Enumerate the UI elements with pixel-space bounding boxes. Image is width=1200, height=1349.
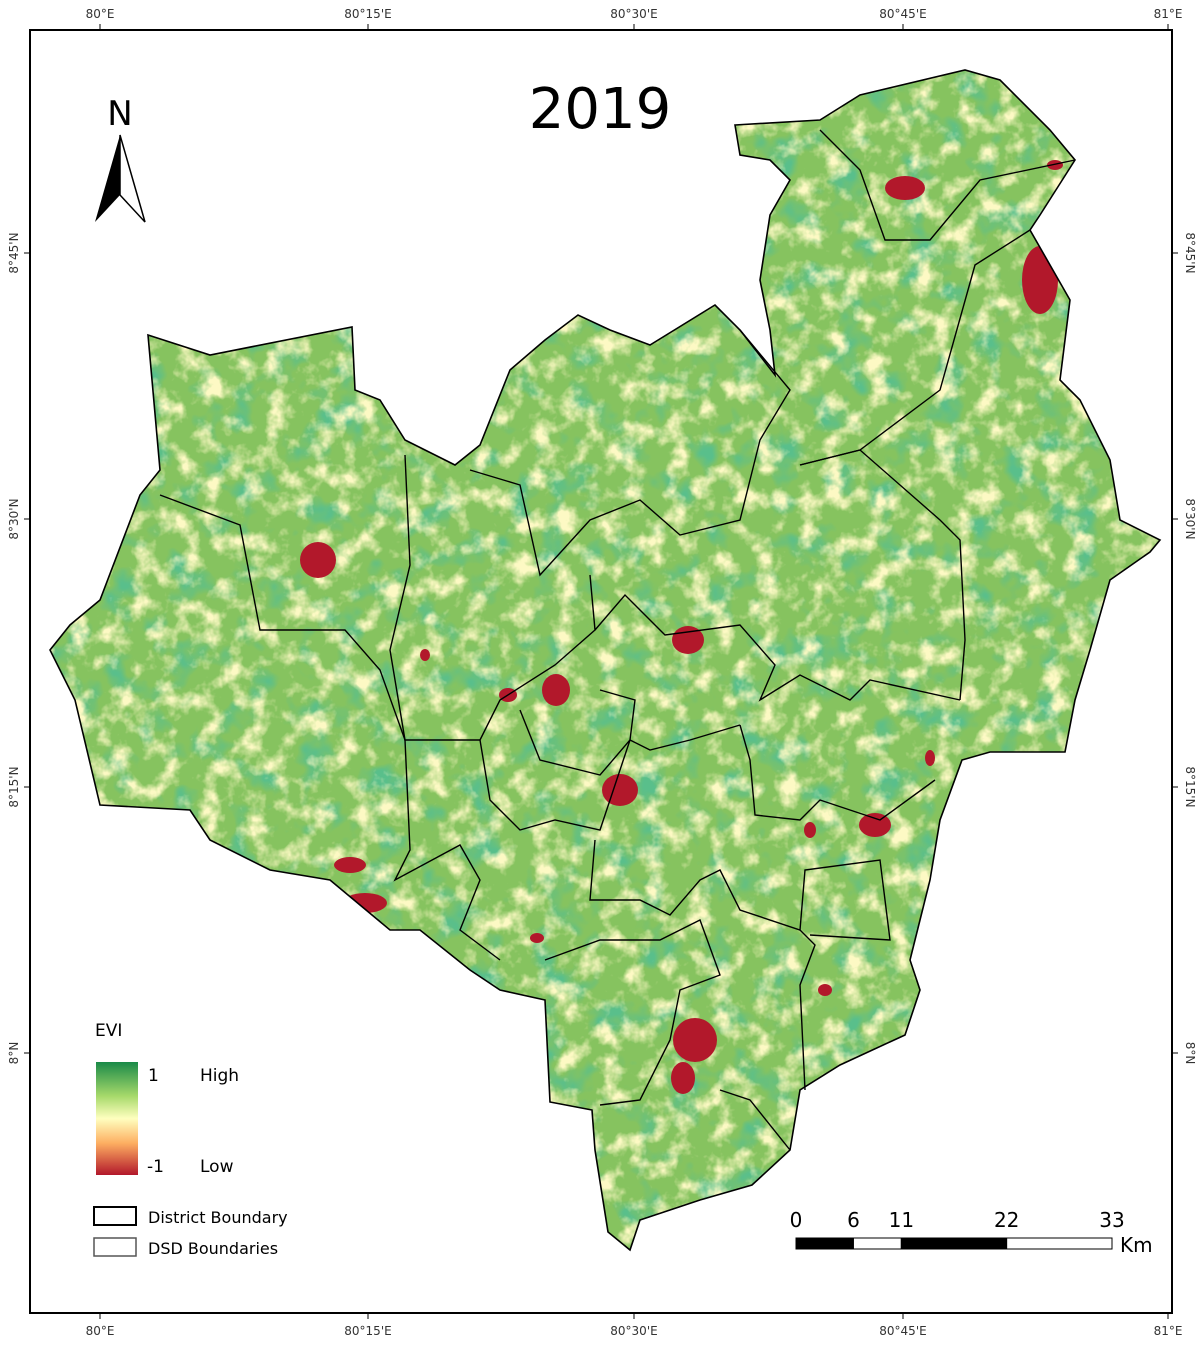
latitude-label: 8°45'N	[7, 232, 21, 273]
longitude-label: 80°15'E	[344, 7, 391, 21]
scale-segment	[852, 1237, 902, 1250]
legend-dsd-swatch	[93, 1237, 137, 1257]
scale-tick-label: 11	[889, 1208, 914, 1232]
legend-dsd-label: DSD Boundaries	[148, 1239, 278, 1258]
legend-district-swatch	[93, 1206, 137, 1226]
map-title: 2019	[529, 77, 672, 142]
longitude-label: 80°E	[86, 7, 115, 21]
scale-segment	[795, 1237, 854, 1250]
longitude-label: 80°45'E	[879, 1324, 926, 1338]
longitude-label: 81°E	[1154, 1324, 1183, 1338]
legend-title: EVI	[95, 1021, 122, 1041]
scale-unit: Km	[1120, 1233, 1153, 1257]
latitude-label: 8°15'N	[1183, 766, 1197, 807]
latitude-label: 8°15'N	[7, 766, 21, 807]
legend-max-label: High	[200, 1066, 239, 1086]
scale-tick-label: 6	[847, 1208, 860, 1232]
graticule: 80°E 80°E 80°15'E 80°15'E 80°30'E 80°30'E 80°4…	[7, 7, 1197, 1338]
longitude-label: 80°30'E	[610, 1324, 657, 1338]
north-label: N	[107, 94, 132, 134]
latitude-label: 8°30'N	[7, 498, 21, 539]
legend-min: -1	[147, 1157, 164, 1177]
scale-segment	[1006, 1237, 1113, 1250]
longitude-label: 80°15'E	[344, 1324, 391, 1338]
dsd-boundaries	[159, 129, 1076, 1151]
longitude-label: 80°30'E	[610, 7, 657, 21]
legend-ramp	[96, 1062, 138, 1175]
latitude-label: 8°30'N	[1183, 498, 1197, 539]
latitude-label: 8°N	[1183, 1042, 1197, 1065]
north-arrow-left	[95, 135, 120, 222]
legend-min-label: Low	[200, 1157, 234, 1177]
scale-tick-label: 22	[994, 1208, 1019, 1232]
longitude-label: 81°E	[1154, 7, 1183, 21]
legend-max: 1	[148, 1066, 159, 1086]
scale-tick-label: 0	[790, 1208, 803, 1232]
longitude-label: 80°45'E	[879, 7, 926, 21]
legend-district-label: District Boundary	[148, 1208, 288, 1227]
longitude-label: 80°E	[86, 1324, 115, 1338]
latitude-label: 8°45'N	[1183, 232, 1197, 273]
scale-tick-label: 33	[1099, 1208, 1124, 1232]
north-arrow-right	[119, 134, 146, 223]
latitude-label: 8°N	[7, 1042, 21, 1065]
scale-segment	[900, 1237, 1008, 1250]
